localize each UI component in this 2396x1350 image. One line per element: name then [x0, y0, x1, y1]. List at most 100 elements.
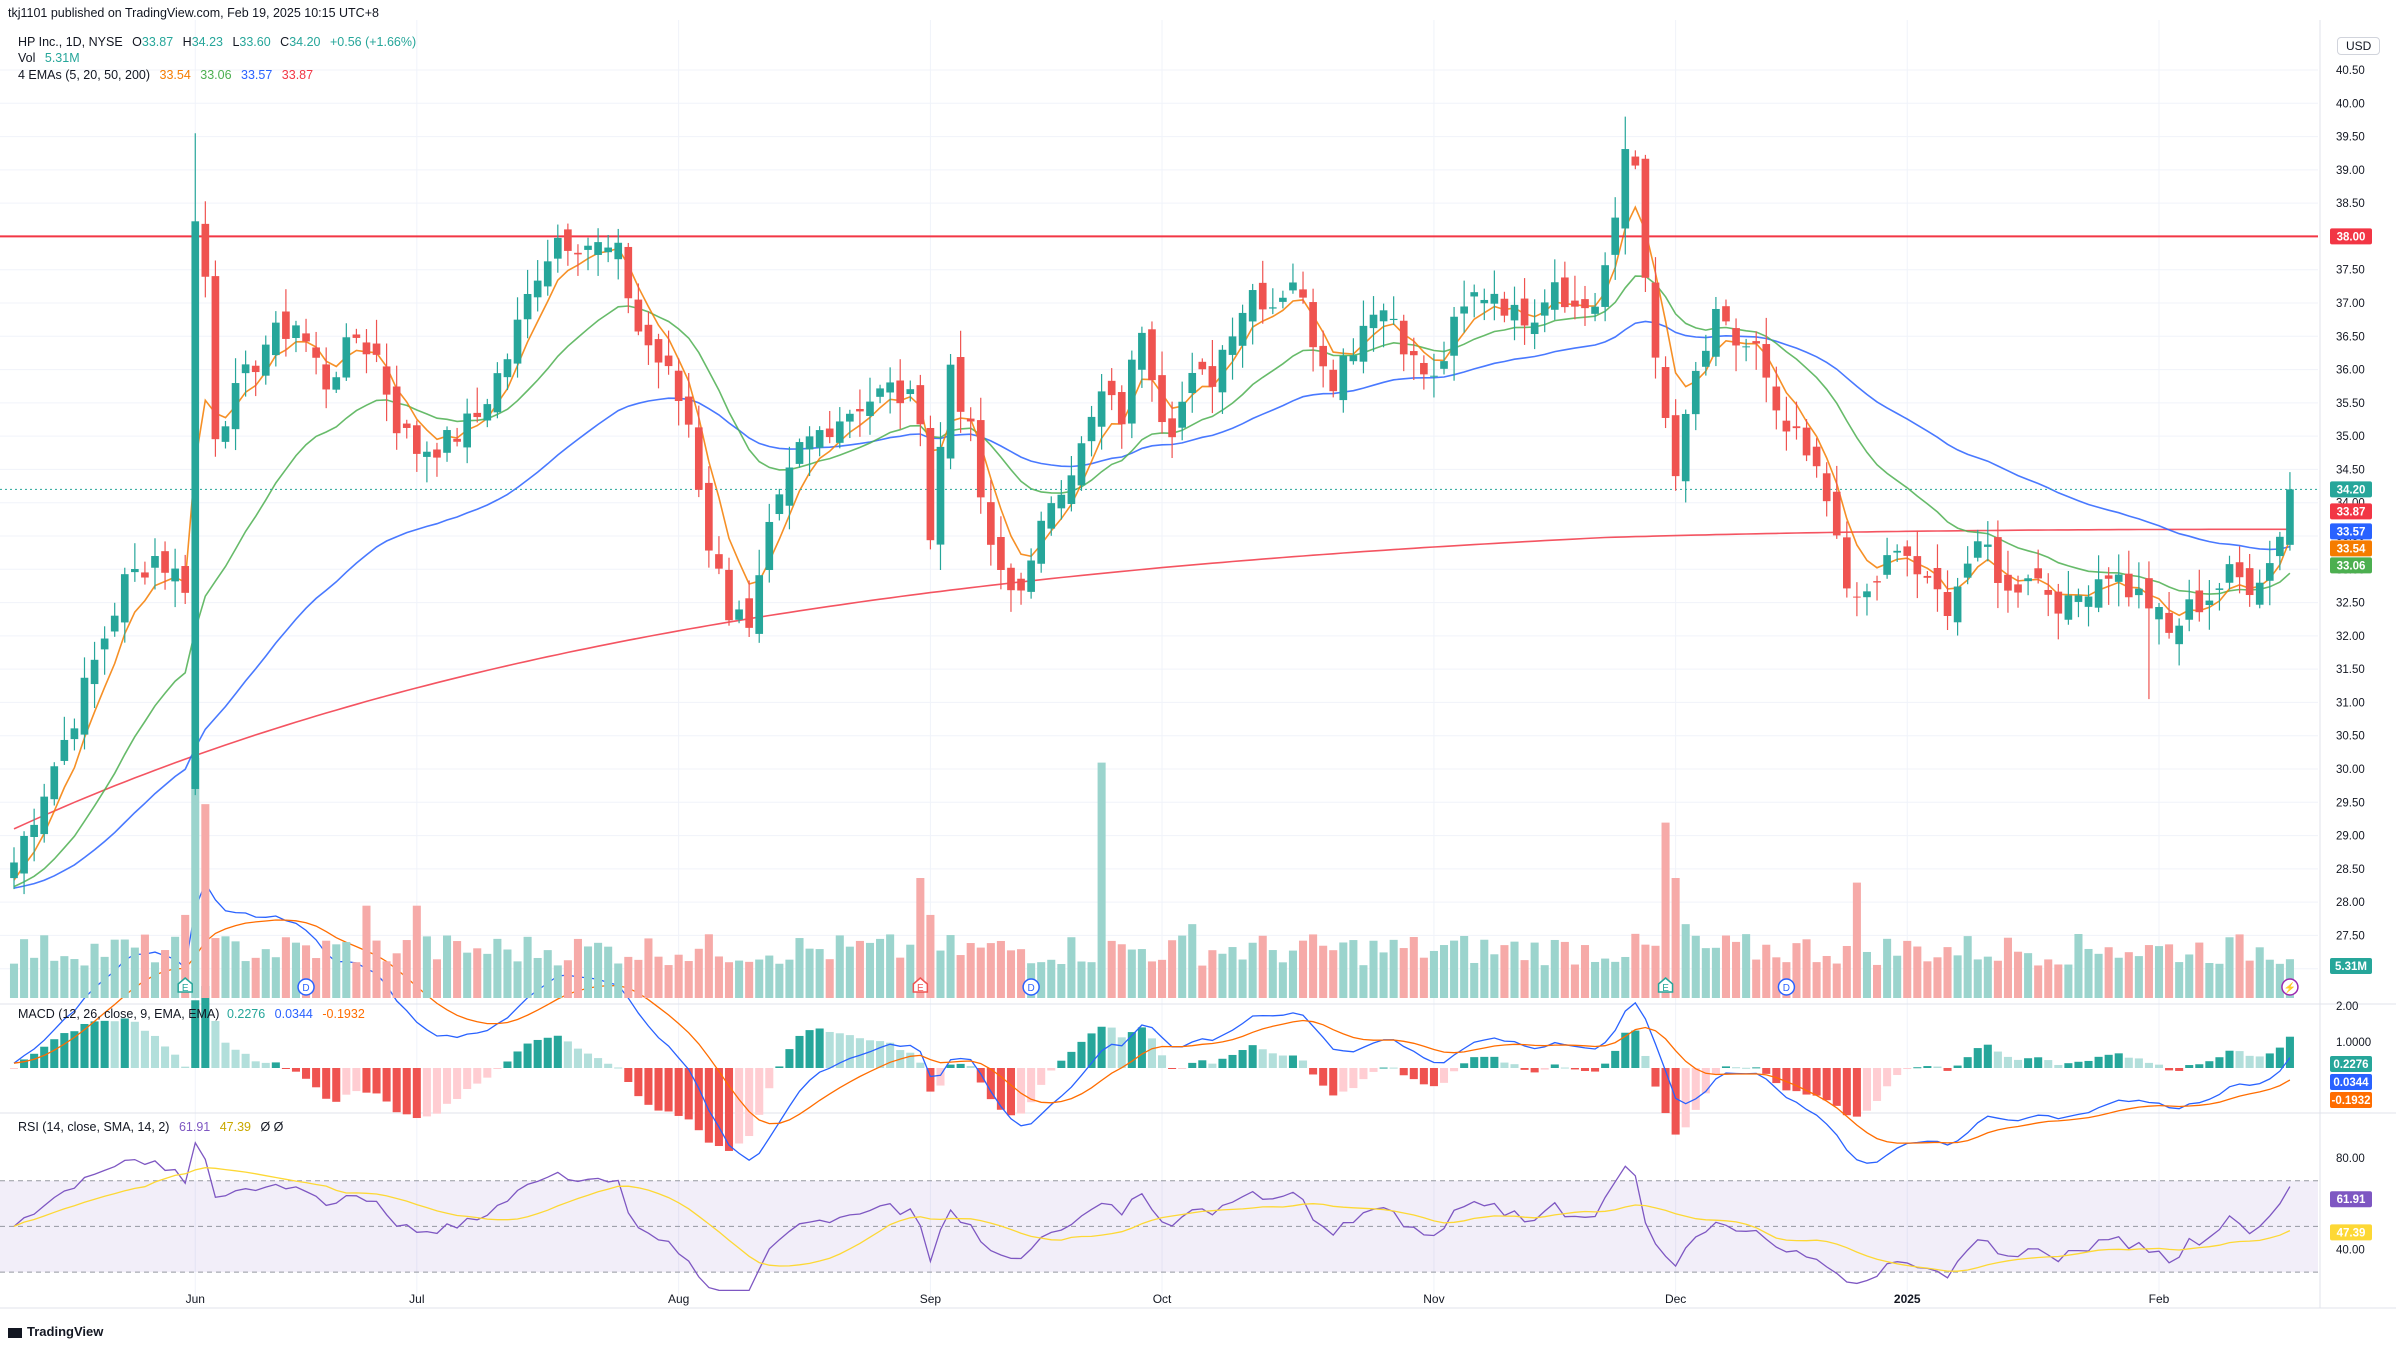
candle-body: [584, 245, 592, 250]
candle-body: [1641, 158, 1650, 278]
candle-body: [543, 261, 552, 287]
candle-body: [392, 386, 401, 434]
candle-body: [503, 359, 512, 378]
volume-bar: [926, 914, 935, 998]
candle-body: [1691, 370, 1700, 415]
macd-histogram-bar: [20, 1059, 29, 1068]
macd-histogram-bar: [644, 1068, 653, 1105]
macd-histogram-bar: [986, 1068, 995, 1100]
time-tick-label: Dec: [1665, 1292, 1686, 1306]
candle-body: [1963, 563, 1972, 578]
candle-body: [2286, 489, 2294, 545]
macd-histogram-bar: [1711, 1068, 1720, 1075]
candle-body: [2004, 574, 2012, 591]
volume-bar: [1178, 935, 1187, 998]
currency-button[interactable]: USD: [2337, 37, 2381, 55]
price-tick-label: 30.00: [2336, 764, 2365, 776]
macd-badge: 0.2276: [2330, 1056, 2372, 1072]
candle-body: [533, 280, 542, 298]
earnings-icon: [177, 977, 193, 993]
volume-bar: [1480, 939, 1489, 998]
rsi-ma-line: [13, 1167, 2291, 1272]
volume-bar: [865, 942, 875, 998]
volume-bar: [1651, 945, 1660, 998]
volume-bar: [1580, 945, 1590, 998]
macd-histogram-bar: [1732, 1067, 1741, 1069]
time-tick-label: Nov: [1423, 1292, 1444, 1306]
candle-body: [876, 388, 884, 397]
candle-body: [1973, 541, 1982, 558]
dividend-icon: [297, 978, 315, 996]
volume-bar: [745, 961, 754, 998]
event-marker-E: E: [912, 977, 929, 994]
macd-histogram-bar: [372, 1068, 381, 1094]
close-value: 34.20: [289, 35, 321, 49]
macd-histogram-bar: [533, 1039, 542, 1068]
macd-histogram-bar: [886, 1042, 895, 1068]
macd-histogram-bar: [704, 1068, 713, 1143]
volume-bar: [1661, 822, 1670, 998]
candle-body: [1289, 282, 1297, 291]
volume-legend[interactable]: Vol 5.31M: [18, 51, 80, 65]
volume-bar: [1732, 941, 1741, 998]
candle-body: [402, 423, 411, 428]
volume-bar: [1762, 944, 1771, 998]
macd-histogram-bar: [140, 1030, 149, 1068]
candle-body: [352, 334, 361, 338]
macd-histogram-bar: [80, 1023, 89, 1068]
rsi-line: [13, 1141, 2291, 1292]
volume-bar: [140, 934, 149, 998]
macd-histogram-bar: [1540, 1068, 1549, 1070]
candle-body: [1037, 520, 1046, 564]
candle-body: [1339, 355, 1348, 401]
candle-body: [1530, 322, 1539, 335]
macd-histogram-bar: [2034, 1057, 2043, 1068]
volume-bar: [1057, 964, 1066, 998]
macd-histogram-bar: [2094, 1056, 2103, 1068]
candle-body: [302, 333, 310, 342]
volume-bar: [1792, 943, 1801, 998]
macd-histogram-bar: [181, 1066, 190, 1068]
candle-body: [1953, 586, 1962, 623]
candle-body: [2094, 579, 2103, 608]
volume-bar: [1913, 946, 1922, 998]
volume-bar: [352, 962, 361, 998]
rsi-badge-text: 61.91: [2337, 1194, 2366, 1206]
ema-legend[interactable]: 4 EMAs (5, 20, 50, 200) 33.54 33.06 33.5…: [18, 68, 313, 82]
volume-bar: [2185, 954, 2194, 998]
candle-body: [553, 237, 562, 259]
tradingview-logo[interactable]: TradingView: [8, 1324, 103, 1339]
macd-histogram-bar: [1460, 1063, 1469, 1068]
volume-bar: [1852, 882, 1861, 998]
macd-tick-label: 2.00: [2336, 1001, 2358, 1013]
candle-body: [976, 420, 985, 498]
event-marker-E: E: [177, 977, 193, 994]
volume-bar: [624, 956, 633, 998]
macd-histogram-bar: [1661, 1068, 1670, 1114]
rsi-legend[interactable]: RSI (14, close, SMA, 14, 2) 61.91 47.39 …: [18, 1120, 283, 1134]
macd-histogram-bar: [432, 1068, 441, 1114]
macd-histogram-bar: [805, 1030, 814, 1068]
price-tick-label: 31.00: [2336, 697, 2365, 709]
volume-bar: [1621, 956, 1630, 998]
macd-histogram-bar: [1288, 1055, 1297, 1068]
symbol-legend[interactable]: HP Inc., 1D, NYSE O33.87 H34.23 L33.60 C…: [18, 35, 416, 49]
volume-bar: [1319, 945, 1328, 998]
candle-body: [322, 364, 331, 390]
volume-bar: [2245, 960, 2254, 998]
candle-body: [684, 396, 693, 425]
macd-histogram-bar: [976, 1068, 985, 1083]
volume-bar: [2013, 951, 2023, 998]
macd-histogram-bar: [654, 1068, 663, 1111]
macd-histogram-bar: [553, 1035, 562, 1068]
macd-histogram-bar: [765, 1068, 774, 1089]
macd-histogram-bar: [1147, 1038, 1156, 1068]
macd-legend[interactable]: MACD (12, 26, close, 9, EMA, EMA) 0.2276…: [18, 1007, 365, 1021]
candle-body: [1379, 310, 1388, 322]
volume-bar: [1429, 950, 1438, 998]
candle-body: [2034, 568, 2042, 579]
candle-body: [1480, 299, 1489, 304]
volume-bar: [664, 965, 673, 998]
macd-histogram-bar: [1651, 1068, 1660, 1087]
